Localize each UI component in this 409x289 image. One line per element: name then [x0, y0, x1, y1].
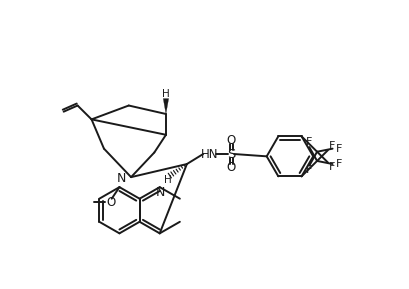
Text: F: F [328, 162, 334, 172]
Text: N: N [117, 172, 126, 185]
Text: F: F [328, 140, 334, 151]
Text: O: O [106, 196, 115, 209]
Text: F: F [306, 138, 312, 147]
Text: F: F [306, 165, 312, 175]
Text: H: H [164, 175, 172, 185]
Text: O: O [226, 161, 235, 174]
Text: F: F [335, 159, 341, 169]
Polygon shape [163, 99, 168, 114]
Text: S: S [226, 147, 235, 160]
Text: O: O [226, 134, 235, 147]
Text: HN: HN [200, 147, 218, 160]
Text: N: N [155, 186, 165, 199]
Text: F: F [335, 144, 341, 154]
Text: H: H [162, 89, 169, 99]
